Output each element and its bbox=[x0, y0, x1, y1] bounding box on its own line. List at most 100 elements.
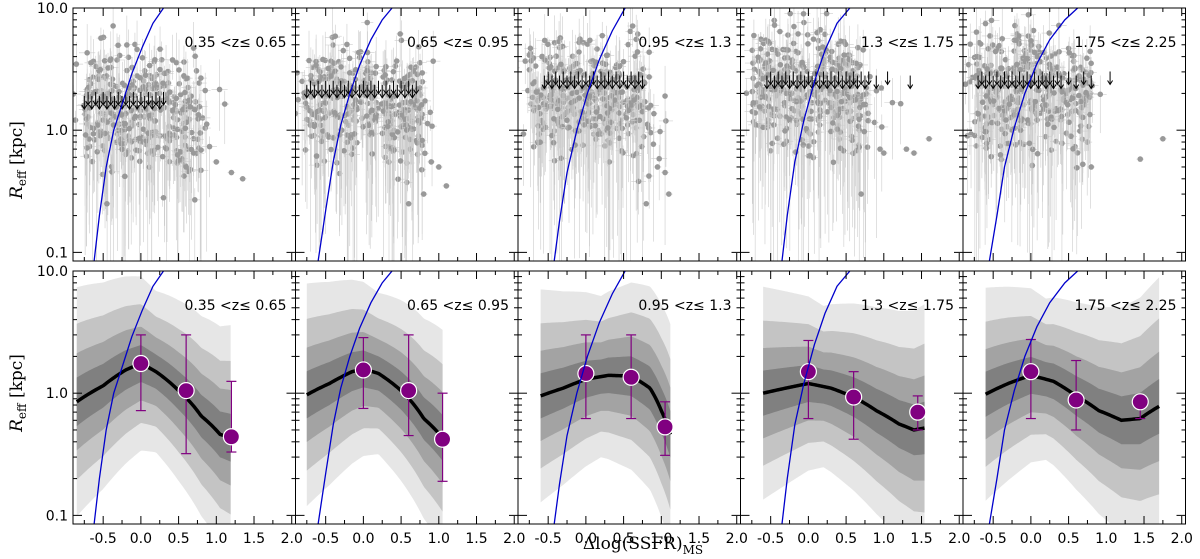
y-tick-label: 0.1 bbox=[46, 508, 68, 524]
plot-area bbox=[540, 271, 674, 524]
data-point bbox=[841, 52, 847, 58]
data-point bbox=[731, 89, 737, 95]
upper-limit-head bbox=[386, 93, 393, 99]
data-point bbox=[824, 109, 831, 115]
data-point bbox=[97, 97, 104, 103]
data-point bbox=[608, 92, 615, 99]
data-point bbox=[161, 70, 168, 77]
data-point bbox=[403, 99, 409, 105]
data-point bbox=[401, 75, 408, 82]
data-point bbox=[90, 131, 97, 137]
median-curve bbox=[75, 362, 232, 440]
data-point bbox=[793, 68, 799, 74]
median-curve bbox=[305, 367, 444, 440]
data-point bbox=[511, 98, 517, 104]
data-point bbox=[616, 63, 622, 70]
data-point bbox=[419, 137, 425, 144]
data-point bbox=[646, 173, 652, 179]
data-point bbox=[295, 110, 299, 117]
data-point bbox=[86, 104, 93, 111]
upper-limit-head bbox=[556, 84, 563, 90]
data-point bbox=[539, 53, 545, 60]
data-point bbox=[346, 55, 353, 62]
data-point bbox=[404, 81, 411, 88]
data-point bbox=[627, 28, 634, 35]
redshift-label: 0.35 <z≤ 0.65 bbox=[184, 298, 286, 314]
upper-limit-head bbox=[130, 100, 137, 106]
data-point bbox=[625, 41, 632, 48]
data-point bbox=[331, 60, 337, 66]
data-point bbox=[105, 65, 111, 71]
plot-area bbox=[73, 8, 247, 261]
data-point bbox=[662, 93, 668, 99]
data-point bbox=[139, 55, 146, 61]
upper-limit-head bbox=[334, 93, 340, 99]
data-point bbox=[414, 140, 421, 146]
data-point bbox=[174, 152, 181, 158]
data-point bbox=[369, 151, 376, 157]
data-point bbox=[360, 124, 366, 130]
data-point bbox=[618, 89, 625, 95]
data-point bbox=[166, 99, 173, 106]
data-point bbox=[436, 164, 442, 170]
data-point bbox=[751, 66, 758, 73]
data-point bbox=[586, 93, 593, 99]
data-point bbox=[316, 78, 322, 85]
plot-area bbox=[295, 8, 451, 261]
data-point bbox=[199, 115, 206, 121]
data-point bbox=[817, 100, 823, 107]
upper-limit-head bbox=[582, 80, 589, 86]
data-point bbox=[662, 169, 668, 176]
data-point bbox=[193, 68, 200, 74]
binned-point bbox=[400, 381, 418, 400]
panel-r2-c1: -0.5 0.0 0.5 1.0 1.5 2.0 0.1 1.0 10.0 0.35 <z≤ 0.… bbox=[37, 264, 303, 547]
upper-limit-head bbox=[364, 93, 371, 99]
y-tick-label: 10.0 bbox=[37, 264, 68, 280]
upper-limit-head bbox=[81, 104, 88, 110]
data-point bbox=[600, 72, 607, 78]
x-tick-label: 2.0 bbox=[281, 531, 303, 547]
data-point bbox=[569, 90, 575, 97]
data-point bbox=[196, 80, 202, 86]
data-point bbox=[623, 115, 630, 121]
data-point bbox=[115, 42, 121, 49]
data-point bbox=[116, 52, 123, 59]
x-tick-label: 1.5 bbox=[688, 531, 710, 547]
upper-limit-head bbox=[567, 80, 574, 86]
data-point bbox=[860, 47, 867, 53]
model-curve bbox=[93, 8, 165, 261]
model-curve bbox=[317, 271, 393, 524]
data-point bbox=[221, 101, 228, 107]
data-point bbox=[749, 47, 756, 54]
data-point bbox=[576, 49, 582, 55]
data-point bbox=[126, 125, 133, 132]
data-point bbox=[325, 65, 331, 72]
data-point bbox=[533, 89, 540, 95]
data-point bbox=[878, 85, 885, 91]
upper-limit-head bbox=[100, 100, 107, 106]
data-point bbox=[638, 143, 645, 150]
data-point bbox=[146, 112, 153, 119]
upper-limit-head bbox=[564, 84, 570, 90]
data-point bbox=[228, 169, 235, 176]
data-point bbox=[186, 97, 192, 103]
plot-area bbox=[511, 8, 674, 261]
data-point bbox=[122, 120, 128, 127]
data-point bbox=[313, 153, 320, 159]
data-point bbox=[169, 107, 176, 114]
data-point bbox=[187, 103, 194, 110]
data-point bbox=[646, 74, 652, 80]
data-point bbox=[95, 122, 101, 128]
data-point bbox=[811, 91, 818, 98]
data-point bbox=[429, 123, 435, 129]
x-tick-label: 0.0 bbox=[575, 531, 597, 547]
data-point bbox=[581, 122, 588, 128]
data-point bbox=[771, 22, 778, 28]
data-point bbox=[587, 37, 593, 44]
data-point bbox=[83, 116, 90, 122]
data-point bbox=[198, 75, 204, 81]
upper-limit-head bbox=[107, 100, 114, 106]
data-point bbox=[419, 70, 426, 76]
data-point bbox=[604, 110, 611, 116]
